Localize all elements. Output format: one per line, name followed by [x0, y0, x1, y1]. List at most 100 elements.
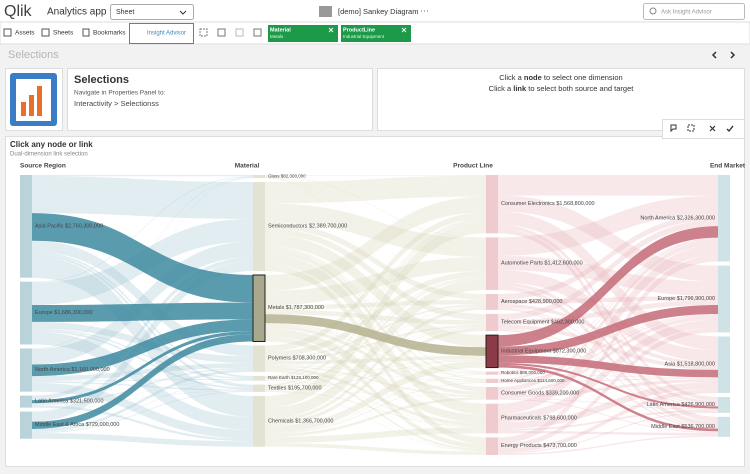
link[interactable] — [498, 195, 718, 282]
link[interactable] — [265, 249, 486, 392]
sankey-node[interactable] — [485, 334, 499, 369]
link[interactable] — [32, 328, 253, 380]
sankey-node[interactable] — [486, 237, 498, 290]
link[interactable] — [32, 302, 253, 322]
link[interactable] — [498, 303, 718, 366]
link[interactable] — [498, 329, 718, 429]
link[interactable] — [498, 435, 718, 455]
link[interactable] — [498, 327, 718, 449]
link[interactable] — [498, 282, 718, 405]
link[interactable] — [265, 309, 486, 325]
link[interactable] — [265, 379, 486, 383]
selection-chip[interactable] — [268, 25, 338, 42]
tool-icon[interactable] — [687, 124, 695, 132]
link[interactable] — [265, 271, 486, 358]
link[interactable] — [265, 328, 486, 423]
sankey-node[interactable] — [253, 175, 265, 179]
link[interactable] — [265, 176, 486, 336]
link[interactable] — [265, 369, 486, 451]
sankey-node[interactable] — [253, 384, 265, 392]
sankey-node[interactable] — [253, 395, 265, 447]
link[interactable] — [265, 379, 486, 397]
link[interactable] — [32, 175, 253, 177]
link[interactable] — [265, 196, 486, 291]
link[interactable] — [265, 359, 486, 390]
link[interactable] — [498, 238, 718, 381]
link[interactable] — [32, 390, 253, 406]
link[interactable] — [265, 177, 486, 379]
link[interactable] — [32, 176, 253, 219]
sankey-node[interactable] — [486, 175, 498, 234]
link[interactable] — [265, 390, 486, 398]
link[interactable] — [498, 382, 718, 432]
link[interactable] — [265, 323, 486, 374]
chip-clear[interactable] — [401, 27, 407, 33]
link[interactable] — [498, 388, 718, 453]
link[interactable] — [498, 382, 718, 409]
tool-icon[interactable] — [253, 28, 262, 37]
tool-icon[interactable] — [217, 28, 226, 37]
link[interactable] — [32, 433, 253, 447]
sankey-node[interactable] — [20, 411, 32, 439]
link[interactable] — [498, 237, 718, 373]
link[interactable] — [32, 331, 253, 404]
link[interactable] — [265, 306, 486, 389]
link[interactable] — [498, 255, 718, 296]
sankey-node[interactable] — [718, 175, 730, 262]
link[interactable] — [498, 313, 718, 374]
more-menu[interactable]: ··· — [420, 5, 429, 15]
sankey-node[interactable] — [486, 371, 498, 375]
tool-icon[interactable] — [235, 28, 244, 37]
link[interactable] — [32, 177, 253, 396]
sankey-node[interactable] — [486, 403, 498, 434]
sankey-node[interactable] — [486, 293, 498, 310]
assets-button[interactable]: Assets — [15, 30, 35, 37]
link[interactable] — [265, 323, 486, 382]
link[interactable] — [32, 256, 253, 417]
selection-chip[interactable] — [341, 25, 411, 42]
link[interactable] — [498, 214, 718, 300]
link[interactable] — [265, 177, 486, 372]
link[interactable] — [265, 219, 486, 387]
link[interactable] — [265, 203, 486, 257]
link[interactable] — [32, 405, 253, 442]
link[interactable] — [265, 365, 486, 397]
link[interactable] — [265, 314, 486, 356]
link[interactable] — [498, 355, 718, 378]
link[interactable] — [498, 305, 718, 356]
link[interactable] — [265, 373, 486, 380]
link[interactable] — [32, 381, 253, 391]
link[interactable] — [265, 175, 486, 176]
link[interactable] — [265, 299, 486, 310]
link[interactable] — [32, 329, 253, 390]
link[interactable] — [498, 319, 718, 423]
link[interactable] — [32, 241, 253, 365]
link[interactable] — [265, 276, 486, 379]
link[interactable] — [265, 382, 486, 391]
link[interactable] — [498, 411, 718, 454]
sankey-node[interactable] — [20, 281, 32, 345]
link[interactable] — [265, 443, 486, 455]
link[interactable] — [265, 336, 486, 449]
link[interactable] — [498, 240, 718, 392]
tool-icon[interactable] — [670, 124, 677, 133]
chip-clear[interactable] — [328, 27, 334, 33]
link[interactable] — [498, 220, 718, 320]
link[interactable] — [265, 360, 486, 433]
sankey-node[interactable] — [20, 175, 32, 278]
link[interactable] — [498, 364, 718, 432]
link[interactable] — [32, 319, 253, 377]
sankey-node[interactable] — [718, 336, 730, 393]
link[interactable] — [498, 270, 718, 363]
link[interactable] — [498, 381, 718, 430]
link[interactable] — [498, 226, 718, 347]
link[interactable] — [498, 378, 718, 383]
sheets-button[interactable]: Sheets — [53, 30, 74, 37]
link[interactable] — [265, 177, 486, 438]
link[interactable] — [498, 285, 718, 426]
link[interactable] — [32, 380, 253, 433]
link[interactable] — [265, 218, 486, 377]
link[interactable] — [265, 222, 486, 300]
link[interactable] — [265, 228, 486, 321]
link[interactable] — [498, 362, 718, 409]
